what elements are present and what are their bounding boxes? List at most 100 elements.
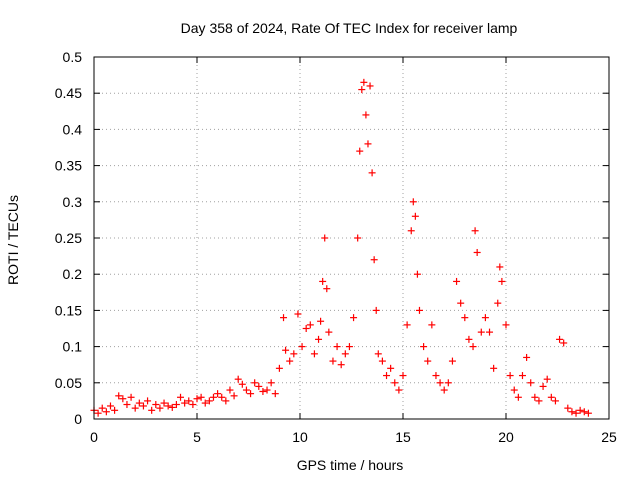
data-point-marker [448,357,456,365]
y-tick-label: 0.45 [55,85,82,101]
data-point-marker [374,350,382,358]
data-point-marker [317,317,325,325]
data-point-marker [494,299,502,307]
data-point-marker [420,343,428,351]
data-point-marker [315,335,323,343]
y-axis-label: ROTI / TECUs [5,195,21,285]
data-point-marker [177,393,185,401]
data-point-marker [106,402,114,410]
y-tick-label: 0 [74,411,82,427]
data-point-marker [205,397,213,405]
data-point-marker [115,392,123,400]
data-point-marker [502,321,510,329]
data-point-marker [564,404,572,412]
data-point-marker [139,402,147,410]
data-point-marker [290,350,298,358]
data-point-marker [473,248,481,256]
data-point-marker [366,82,374,90]
data-point-marker [189,401,197,409]
data-point-marker [510,386,518,394]
data-point-marker [197,393,205,401]
data-point-marker [193,395,201,403]
data-point-marker [535,397,543,405]
data-point-marker [506,372,514,380]
data-point-marker [362,111,370,119]
data-point-marker [251,379,259,387]
data-point-marker [370,256,378,264]
data-point-marker [496,263,504,271]
data-point-marker [341,350,349,358]
data-point-marker [123,401,131,409]
data-point-marker [323,285,331,293]
data-point-marker [267,379,275,387]
data-point-marker [383,372,391,380]
data-point-marker [185,397,193,405]
data-point-marker [168,403,176,411]
data-point-marker [409,198,417,206]
data-point-marker [234,375,242,383]
data-point-marker [471,227,479,235]
data-point-marker [543,375,551,383]
data-point-marker [321,234,329,242]
data-point-marker [391,379,399,387]
data-point-marker [156,404,164,412]
x-tick-label: 5 [193,429,201,445]
data-point-marker [477,328,485,336]
x-tick-label: 15 [395,429,411,445]
data-point-marker [356,147,364,155]
data-point-marker [465,335,473,343]
data-point-marker [523,353,531,361]
data-point-marker [148,406,156,414]
data-point-marker [345,343,353,351]
data-point-marker [98,404,106,412]
data-point-marker [469,343,477,351]
data-point-marker [560,339,568,347]
data-point-marker [407,227,415,235]
data-point-marker [286,357,294,365]
y-tick-label: 0.3 [63,194,83,210]
data-point-marker [310,350,318,358]
data-point-marker [415,306,423,314]
data-point-marker [94,409,102,417]
x-tick-label: 25 [601,429,617,445]
data-point-marker [131,404,139,412]
data-point-marker [127,393,135,401]
data-point-marker [294,310,302,318]
y-tick-label: 0.25 [55,230,82,246]
x-tick-label: 0 [90,429,98,445]
data-point-marker [280,314,288,322]
data-point-marker [378,357,386,365]
data-point-marker [572,409,580,417]
data-point-marker [350,314,358,322]
data-point-marker [164,402,172,410]
axis-ticks: 0 5 10 15 20 25 0 0.05 0.1 0.15 0.2 0.25 0.3 0.35 0.4 0… [55,49,617,445]
data-point-marker [230,392,238,400]
y-tick-label: 0.4 [63,121,83,137]
data-point-marker [372,306,380,314]
data-point-marker [201,399,209,407]
data-points [90,78,592,417]
data-point-marker [580,408,588,416]
data-point-marker [325,328,333,336]
data-point-marker [436,379,444,387]
data-point-marker [531,393,539,401]
data-point-marker [218,393,226,401]
data-point-marker [144,397,152,405]
data-point-marker [364,140,372,148]
chart-title: Day 358 of 2024, Rate Of TEC Index for r… [181,20,518,36]
data-point-marker [214,390,222,398]
data-point-marker [486,328,494,336]
data-point-marker [102,408,110,416]
data-point-marker [358,86,366,94]
data-point-marker [152,401,160,409]
data-point-marker [411,212,419,220]
data-point-marker [368,169,376,177]
data-point-marker [259,387,267,395]
data-point-marker [584,409,592,417]
data-point-marker [337,361,345,369]
data-point-marker [275,364,283,372]
data-point-marker [440,386,448,394]
data-point-marker [255,382,263,390]
data-point-marker [498,277,506,285]
data-point-marker [432,372,440,380]
